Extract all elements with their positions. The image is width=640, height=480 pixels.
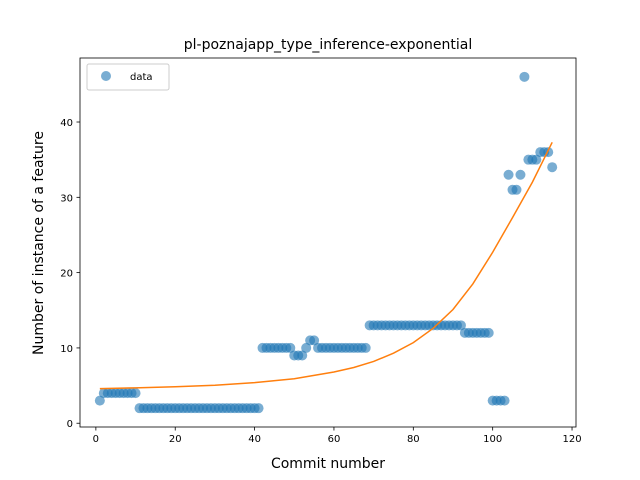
data-point xyxy=(483,327,494,338)
data-point xyxy=(503,169,514,180)
plot-frame xyxy=(79,57,577,428)
x-tick-label: 100 xyxy=(483,434,502,445)
fit-curve xyxy=(99,142,553,390)
data-point xyxy=(547,162,558,173)
y-tick-label: 30 xyxy=(60,193,73,204)
x-tick-label: 20 xyxy=(169,434,182,445)
data-point xyxy=(301,342,312,353)
data-point xyxy=(511,184,522,195)
data-point xyxy=(285,342,296,353)
x-axis-title: Commit number xyxy=(271,456,385,472)
x-tick-label: 120 xyxy=(562,434,581,445)
data-point xyxy=(455,320,466,331)
chart-title: pl-poznajapp_type_inference-exponential xyxy=(184,37,473,53)
data-point xyxy=(360,342,371,353)
y-tick-label: 40 xyxy=(60,118,73,129)
data-point xyxy=(297,350,308,361)
y-tick-label: 20 xyxy=(60,269,73,280)
data-point xyxy=(519,71,530,82)
y-tick-label: 10 xyxy=(60,344,73,355)
data-point xyxy=(130,388,141,399)
y-tick-label: 0 xyxy=(67,419,73,430)
x-tick-label: 0 xyxy=(93,434,99,445)
x-tick-label: 40 xyxy=(248,434,261,445)
data-point xyxy=(253,403,264,414)
legend: data xyxy=(86,63,170,91)
legend-box xyxy=(86,63,170,91)
data-point xyxy=(499,395,510,406)
plot-area: 0 20 40 60 80 100 120 0 10 20 30 40 xyxy=(60,57,582,445)
legend-label-data: data xyxy=(130,72,153,83)
legend-marker-data xyxy=(101,71,111,81)
y-axis-title: Number of instance of a feature xyxy=(31,131,47,355)
data-point xyxy=(94,395,105,406)
data-point xyxy=(531,154,542,165)
data-point xyxy=(515,169,526,180)
data-point xyxy=(309,335,320,346)
data-point xyxy=(543,147,554,158)
x-tick-label: 60 xyxy=(328,434,341,445)
x-tick-label: 80 xyxy=(407,434,420,445)
